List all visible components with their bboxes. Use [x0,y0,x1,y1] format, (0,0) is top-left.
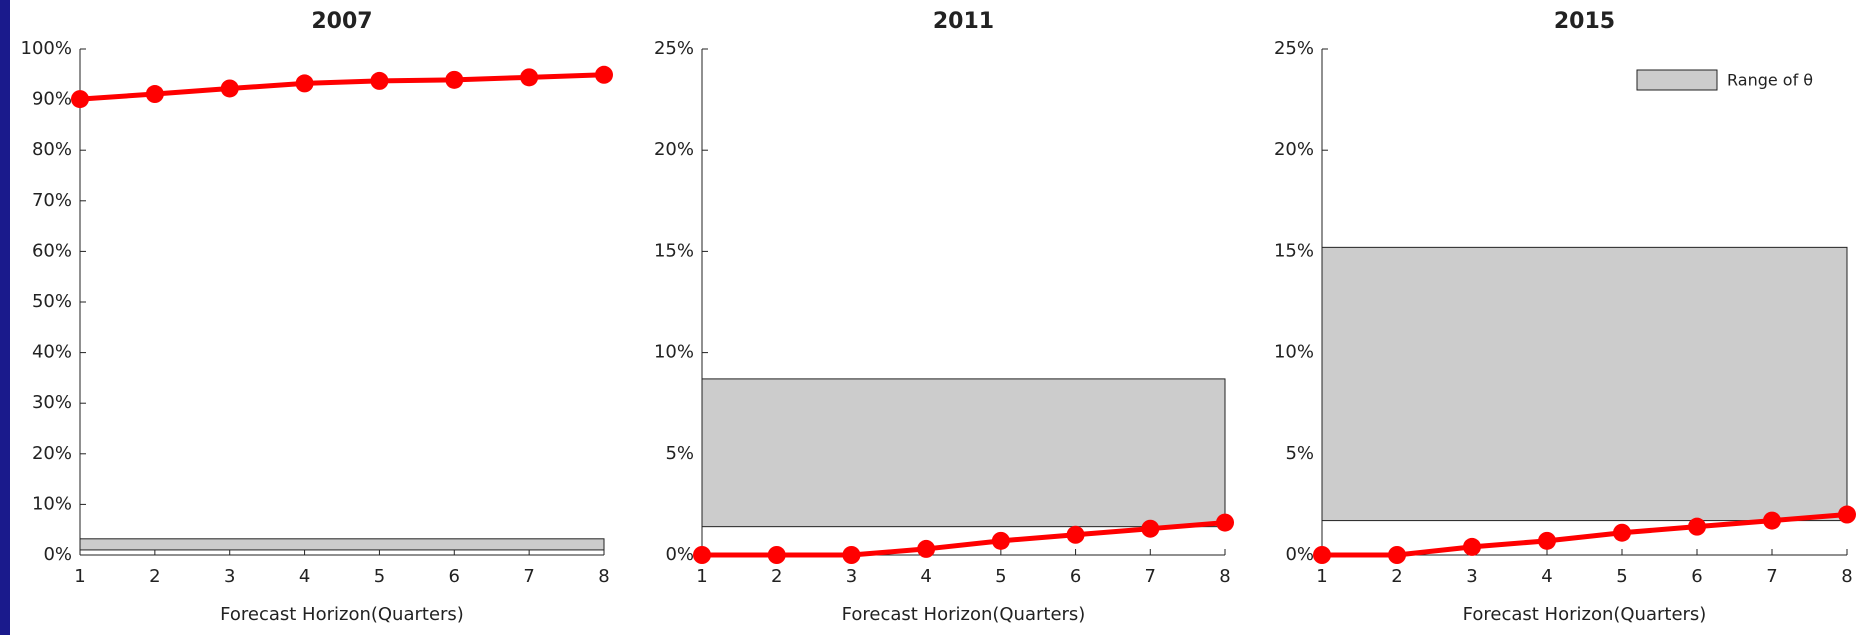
x-tick-label: 7 [1766,566,1777,587]
y-tick-label: 0% [1285,544,1314,565]
range-band [79,538,605,551]
data-point [1388,546,1406,564]
data-point [1313,546,1331,564]
range-band [701,378,1226,528]
data-point [1838,505,1856,524]
y-tick-label: 50% [32,291,72,312]
x-axis-label: Forecast Horizon(Quarters) [842,604,1086,625]
y-tick-label: 30% [32,392,72,413]
x-tick-label: 4 [1541,566,1552,587]
x-tick-label: 7 [1145,566,1156,587]
y-tick-label: 90% [32,89,72,110]
x-tick-label: 6 [1070,566,1081,587]
data-point [1538,531,1556,550]
data-point [220,79,239,98]
y-tick-label: 40% [32,342,72,363]
y-tick-label: 20% [1274,139,1314,160]
y-tick-label: 15% [654,240,694,261]
y-tick-label: 20% [32,443,72,464]
data-point [917,539,936,558]
y-tick-label: 10% [32,493,72,514]
y-tick-label: 5% [1285,443,1314,464]
x-tick-label: 8 [1219,566,1230,587]
y-tick-label: 0% [43,544,72,565]
x-tick-label: 6 [449,566,460,587]
x-tick-label: 6 [1691,566,1702,587]
y-tick-label: 25% [1274,38,1314,59]
data-point [1216,513,1234,532]
y-tick-label: 70% [32,190,72,211]
y-tick-label: 10% [654,342,694,363]
x-tick-label: 1 [74,566,85,587]
y-tick-label: 25% [654,38,694,59]
y-tick-label: 80% [32,139,72,160]
y-tick-label: 60% [32,240,72,261]
data-point [595,65,613,84]
x-tick-label: 4 [299,566,310,587]
data-point [842,546,861,564]
x-tick-label: 5 [1616,566,1627,587]
y-tick-label: 15% [1274,240,1314,261]
data-point [71,90,89,109]
y-tick-label: 5% [665,443,694,464]
data-point [520,68,539,87]
x-axis-label: Forecast Horizon(Quarters) [220,604,464,625]
data-point [295,74,314,93]
data-point [1463,537,1481,556]
y-tick-label: 10% [1274,342,1314,363]
x-tick-label: 3 [224,566,235,587]
range-band [1321,246,1848,522]
chart-title: 2015 [1554,9,1615,34]
side-strip [0,0,10,635]
data-point [693,546,711,564]
y-tick-label: 20% [654,139,694,160]
chart-title: 2011 [933,9,994,34]
data-point [445,70,464,89]
data-line [79,72,605,102]
y-tick-label: 100% [21,38,72,59]
legend-swatch [1636,69,1718,91]
x-tick-label: 2 [1391,566,1402,587]
data-point [767,546,786,564]
x-tick-label: 1 [696,566,707,587]
data-point [1066,525,1085,544]
data-point [370,71,389,90]
data-point [991,531,1010,550]
data-point [1688,517,1706,536]
x-tick-label: 3 [846,566,857,587]
legend-label: Range of θ [1727,71,1813,90]
x-tick-label: 3 [1466,566,1477,587]
data-point [145,85,164,104]
x-tick-label: 7 [523,566,534,587]
x-tick-label: 5 [374,566,385,587]
x-axis-label: Forecast Horizon(Quarters) [1463,604,1707,625]
data-point [1613,523,1631,542]
x-tick-label: 8 [598,566,609,587]
x-tick-label: 4 [920,566,931,587]
chart-title: 2007 [311,9,372,34]
x-tick-label: 8 [1841,566,1852,587]
x-tick-label: 2 [149,566,160,587]
data-point [1141,519,1160,538]
x-tick-label: 1 [1316,566,1327,587]
data-line [702,520,1226,558]
data-line [1322,512,1848,558]
data-point [1763,511,1781,530]
x-tick-label: 5 [995,566,1006,587]
x-tick-label: 2 [771,566,782,587]
y-tick-label: 0% [665,544,694,565]
